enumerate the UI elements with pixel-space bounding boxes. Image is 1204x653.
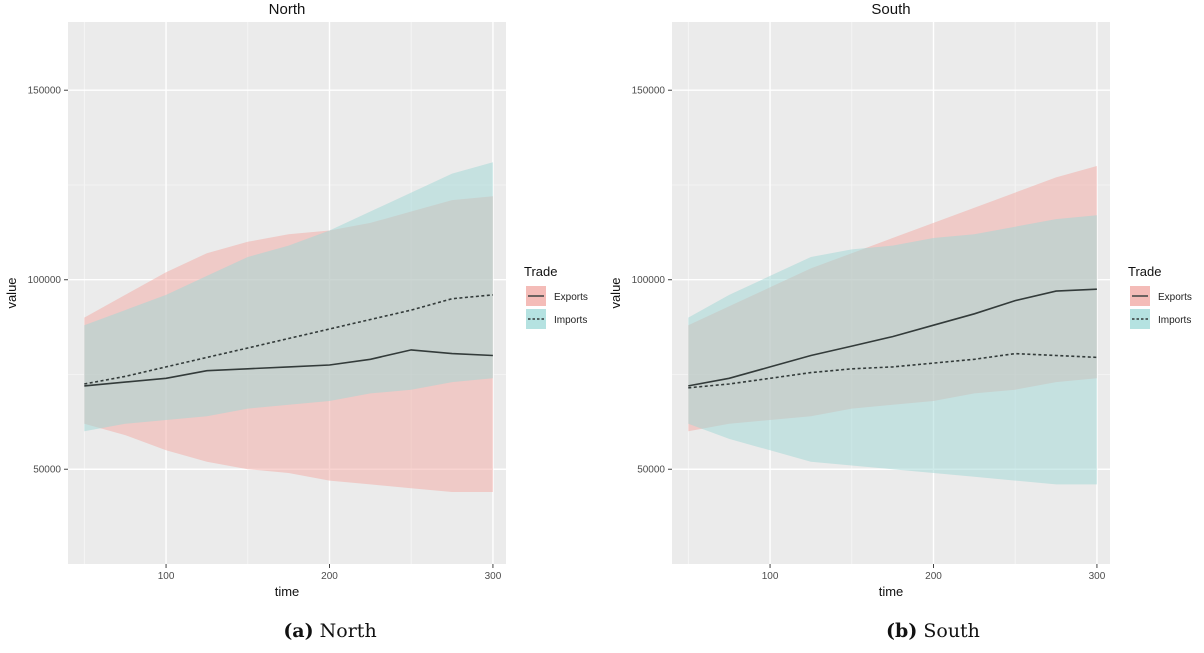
x-tick-label: 300 [1089,571,1106,582]
x-tick-label: 300 [485,571,502,582]
caption-b-text: South [923,620,980,642]
legend-label-imports: Imports [554,315,587,326]
legend-title: Trade [524,264,557,279]
caption-b-tag: (b) [886,620,918,642]
y-tick-label: 100000 [632,275,666,286]
y-tick-label: 50000 [637,465,665,476]
y-axis-label: value [4,277,19,308]
legend-title: Trade [1128,264,1161,279]
line-imports [84,294,493,385]
y-tick-label: 50000 [33,465,61,476]
line-exports [84,349,493,387]
chart-panel-2: 100 200 300 50000 100000 150000 South time value… [608,1,1192,599]
x-tick-label: 200 [925,571,942,582]
caption-a: (a) North [180,620,480,642]
line-exports [688,288,1097,387]
y-tick-label: 150000 [632,86,666,97]
legend-label-exports: Exports [1158,292,1192,303]
chart-title: South [871,1,910,18]
chart-panel-1: 100 200 300 50000 100000 150000 North time value… [4,1,588,599]
y-tick-label: 100000 [28,275,62,286]
line-imports [688,352,1097,389]
legend-swatch-imports [526,309,546,329]
x-tick-label: 100 [158,571,175,582]
ribbon-imports [84,162,493,432]
x-axis-label: time [879,584,904,599]
legend: Trade Exports Imports [524,264,588,329]
ribbon-imports [688,215,1097,485]
caption-a-text: North [319,620,377,642]
chart-title: North [269,1,306,18]
caption-a-tag: (a) [283,620,314,642]
legend-swatch-imports [1130,309,1150,329]
legend: Trade Exports Imports [1128,264,1192,329]
legend-label-imports: Imports [1158,315,1191,326]
y-tick-label: 150000 [28,86,62,97]
x-tick-label: 100 [762,571,779,582]
legend-label-exports: Exports [554,292,588,303]
x-tick-label: 200 [321,571,338,582]
caption-b: (b) South [783,620,1083,642]
x-axis-label: time [275,584,300,599]
y-axis-label: value [608,277,623,308]
